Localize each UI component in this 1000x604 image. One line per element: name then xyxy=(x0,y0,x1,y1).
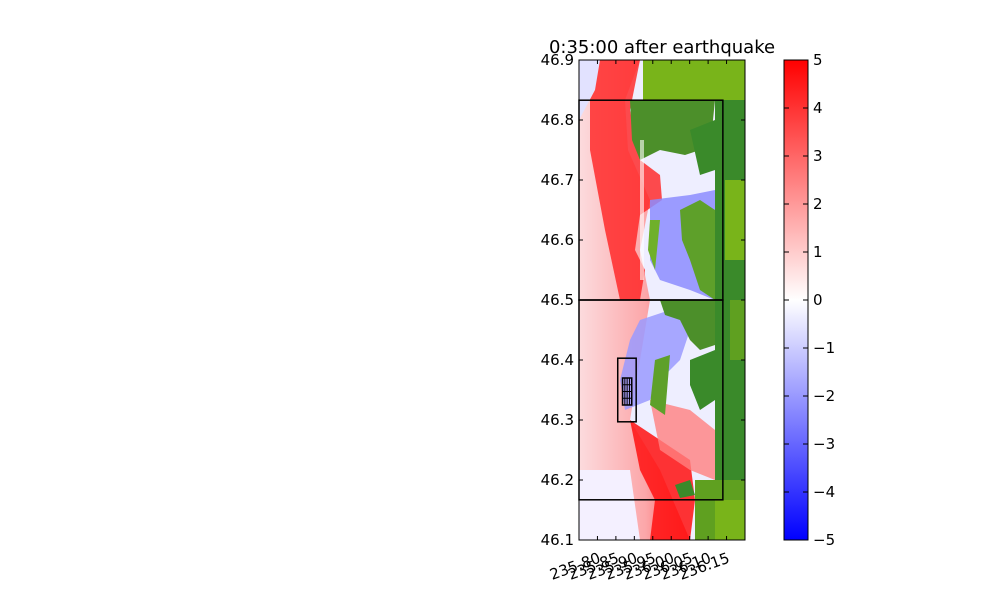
wave-front-south xyxy=(630,420,695,540)
y-tick-label: 46.4 xyxy=(541,351,574,369)
refinement-patches xyxy=(578,99,724,501)
y-axis: 46.1 46.2 46.3 46.4 46.5 46.6 46.7 46.8 46.9 xyxy=(541,51,745,549)
colorbar-tick-label: 2 xyxy=(813,195,823,213)
wave-bay-south xyxy=(650,400,715,480)
colorbar-tick-label: −5 xyxy=(813,531,835,549)
y-tick-label: 46.9 xyxy=(541,51,574,69)
y-tick-label: 46.2 xyxy=(541,471,574,489)
y-tick-label: 46.8 xyxy=(541,111,574,129)
y-tick-label: 46.7 xyxy=(541,171,574,189)
chart-title: 0:35:00 after earthquake xyxy=(549,37,775,58)
colorbar-tick-label: −4 xyxy=(813,483,835,501)
colorbar-tick-label: −1 xyxy=(813,339,835,357)
colorbar-tick-label: 3 xyxy=(813,147,823,165)
colorbar-tick-label: 1 xyxy=(813,243,823,261)
y-tick-label: 46.5 xyxy=(541,291,574,309)
refinement-patch xyxy=(578,299,724,501)
land xyxy=(630,60,745,540)
colorbar-tick-label: −2 xyxy=(813,387,835,405)
wave-front-north xyxy=(590,60,662,300)
colorbar-tick-label: 4 xyxy=(813,99,823,117)
y-tick-label: 46.6 xyxy=(541,231,574,249)
trough-north xyxy=(579,60,600,120)
refinement-patch xyxy=(616,357,637,423)
trough-south xyxy=(579,470,640,540)
colorbar-tick-label: −3 xyxy=(813,435,835,453)
colorbar-axis: 5 4 3 2 1 0 −1 −2 −3 −4 −5 xyxy=(784,51,835,549)
colorbar-tick-label: 5 xyxy=(813,51,823,69)
colorbar-tick-label: 0 xyxy=(813,291,823,309)
y-tick-label: 46.3 xyxy=(541,411,574,429)
y-tick-label: 46.1 xyxy=(541,531,574,549)
